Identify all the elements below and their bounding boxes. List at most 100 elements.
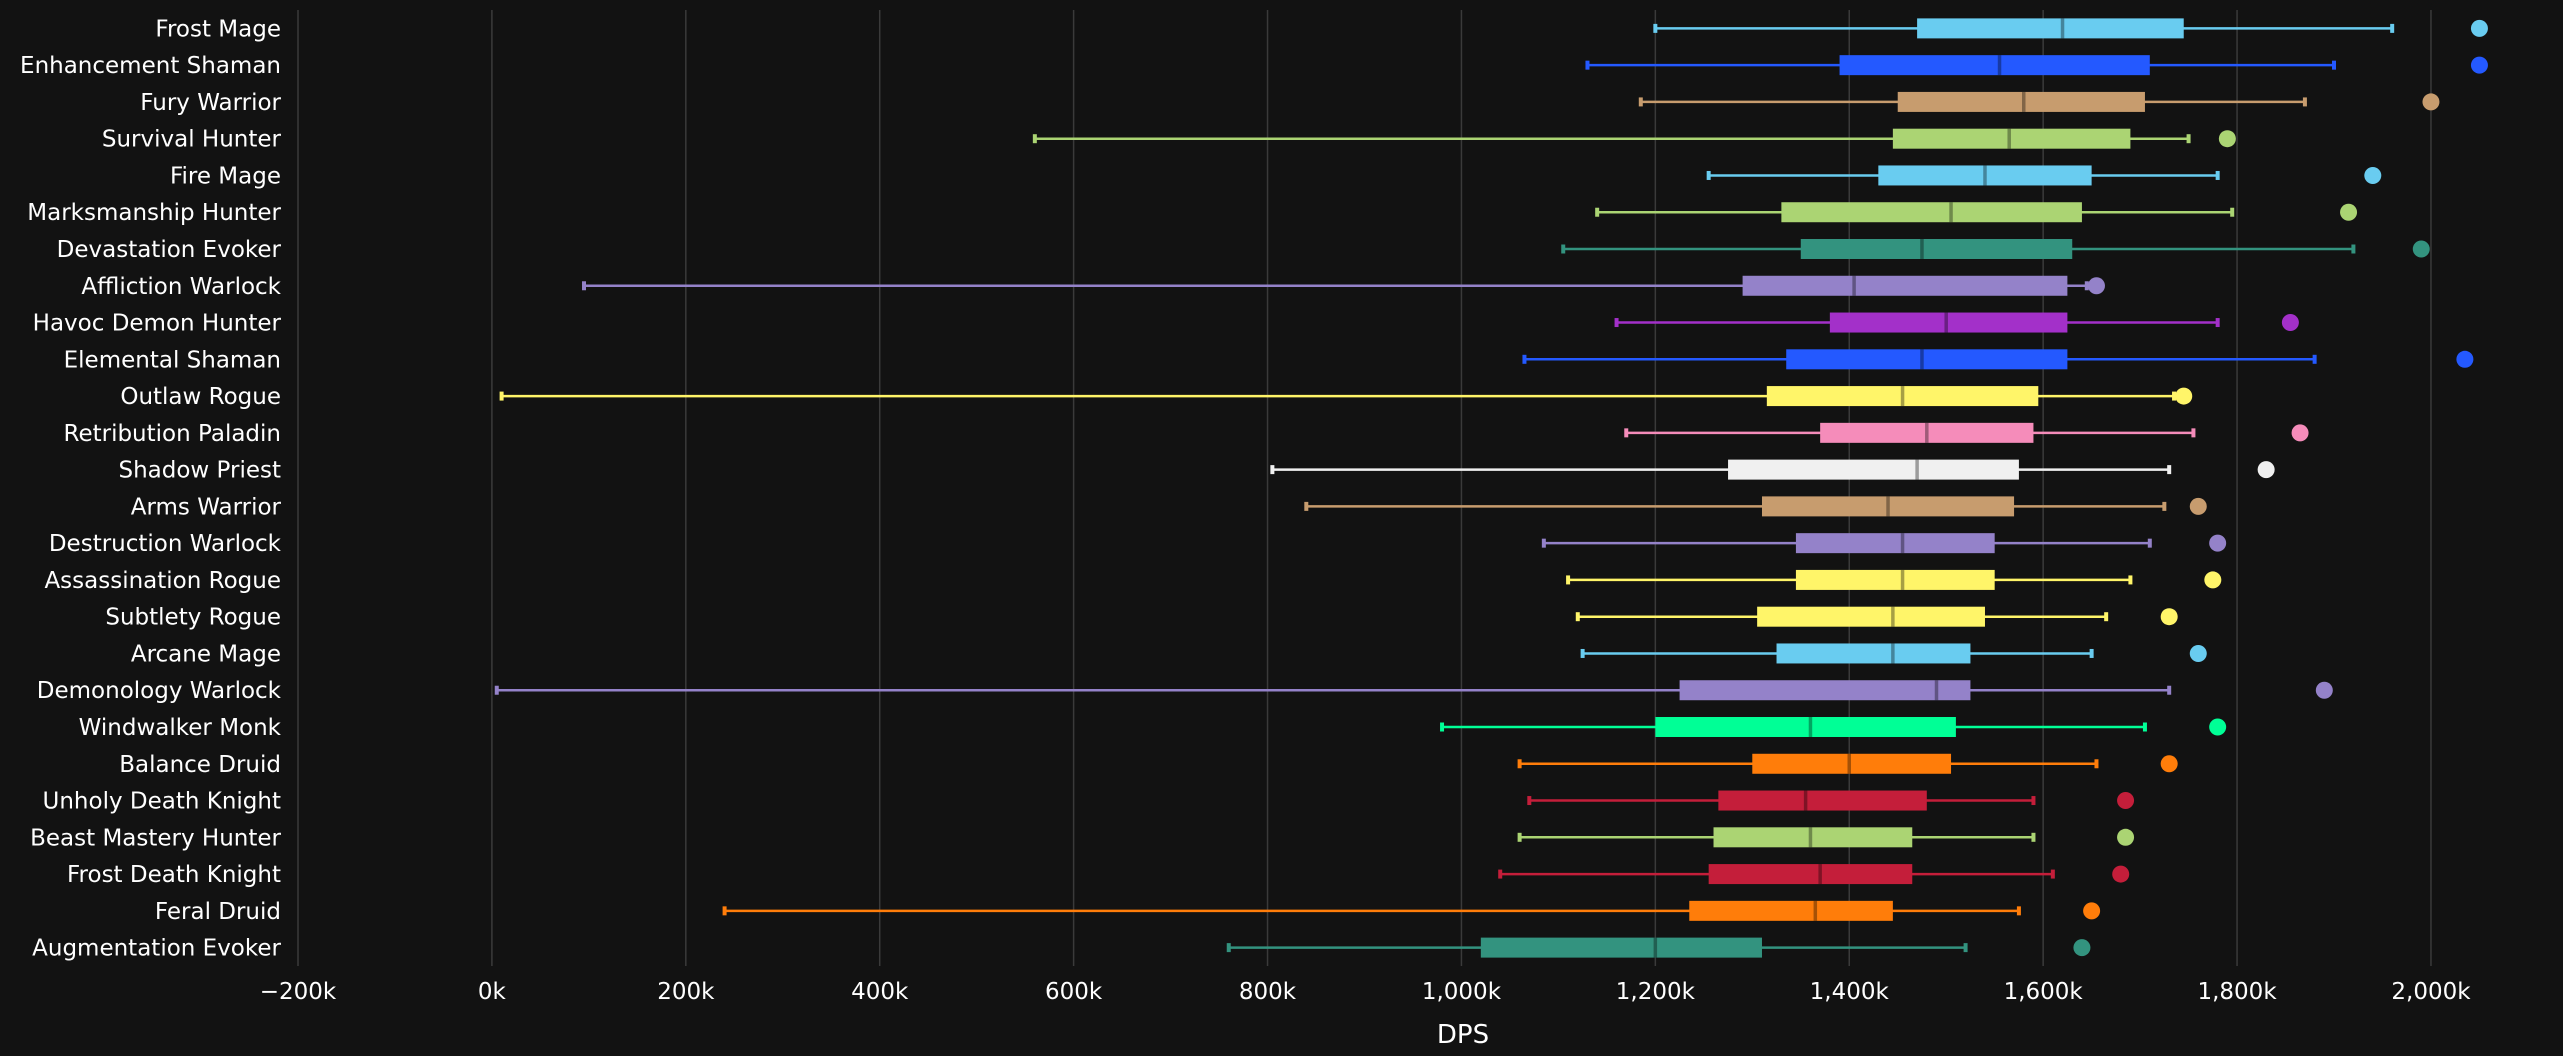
category-label: Retribution Paladin (64, 421, 282, 447)
category-label: Affliction Warlock (81, 274, 281, 300)
category-labels: Frost Mage Enhancement Shaman Fury Warrior… (20, 16, 282, 961)
category-label: Subtlety Rogue (105, 605, 281, 631)
iqr-box (1689, 900, 1893, 921)
iqr-box (1752, 753, 1952, 774)
outlier-point (2470, 56, 2488, 74)
category-label: Balance Druid (119, 752, 281, 778)
outlier-point (2175, 387, 2193, 405)
x-tick-label: 1,400k (1810, 979, 1890, 1005)
category-label: Fire Mage (170, 163, 281, 189)
outlier-point (2257, 461, 2275, 479)
category-label: Survival Hunter (102, 127, 282, 153)
iqr-box (1892, 128, 2131, 149)
box-group (1498, 864, 2130, 885)
iqr-box (1655, 717, 1956, 737)
category-label: Arcane Mage (131, 641, 281, 667)
box-group (1595, 202, 2358, 223)
category-label: Augmentation Evoker (32, 936, 281, 962)
x-tick-label: 0k (478, 979, 507, 1005)
outlier-point (2112, 865, 2130, 883)
x-tick-label: 1,200k (1616, 979, 1696, 1005)
outlier-point (2456, 350, 2474, 368)
iqr-box (1776, 643, 1971, 664)
iqr-box (1795, 533, 1995, 554)
outlier-point (2218, 130, 2236, 148)
iqr-box (1728, 459, 2019, 480)
x-tick-label: 200k (657, 979, 715, 1005)
iqr-box (1839, 55, 2150, 76)
outlier-point (2340, 203, 2358, 221)
outlier-point (2160, 755, 2178, 773)
grid-lines (297, 10, 2432, 966)
category-label: Beast Mastery Hunter (30, 825, 281, 851)
box-group (1517, 827, 2135, 848)
box-group (1585, 55, 2488, 76)
outlier-point (2364, 166, 2382, 184)
iqr-box (1708, 864, 1913, 885)
outlier-point (2160, 608, 2178, 626)
box-group (1580, 643, 2207, 664)
iqr-box (1781, 202, 2082, 223)
outlier-point (2291, 424, 2309, 442)
outlier-point (2209, 534, 2227, 552)
box-group (1270, 459, 2275, 480)
category-label: Frost Death Knight (67, 862, 281, 888)
outlier-point (2422, 93, 2440, 111)
box-group (1440, 717, 2227, 737)
iqr-box (1878, 165, 2092, 186)
outlier-point (2117, 828, 2135, 846)
box-group (1706, 165, 2382, 186)
iqr-box (1820, 422, 2034, 443)
box-group (1614, 312, 2299, 333)
iqr-box (1757, 606, 1985, 627)
category-label: Frost Mage (155, 16, 281, 42)
iqr-box (1800, 239, 2073, 259)
x-tick-label: 800k (1239, 979, 1297, 1005)
outlier-point (2087, 277, 2105, 295)
box-group (1032, 128, 2236, 149)
outlier-point (2470, 19, 2488, 37)
box-group (1304, 496, 2207, 517)
iqr-box (1679, 680, 1971, 701)
category-label: Demonology Warlock (37, 678, 282, 704)
box-group (1527, 790, 2135, 811)
outlier-point (2117, 792, 2135, 810)
x-axis-ticks: −200k 0k 200k 400k 600k 800k 1,000k 1,200k 1,400… (260, 979, 2471, 1005)
box-group (1522, 349, 2474, 370)
box-group (1566, 569, 2222, 590)
iqr-box (1897, 91, 2145, 112)
category-label: Feral Druid (155, 899, 281, 925)
iqr-box (1917, 18, 2184, 39)
box-group (1575, 606, 2178, 627)
category-label: Devastation Evoker (57, 237, 282, 263)
category-label: Outlaw Rogue (120, 384, 281, 410)
category-label: Marksmanship Hunter (27, 200, 281, 226)
iqr-box (1742, 275, 2068, 296)
x-tick-label: −200k (260, 979, 337, 1005)
box-series (494, 18, 2488, 958)
box-group (722, 900, 2101, 921)
x-axis-title: DPS (1437, 1020, 1489, 1050)
category-label: Havoc Demon Hunter (33, 311, 282, 337)
box-group (1624, 422, 2309, 443)
box-group (494, 680, 2333, 701)
category-label: Elemental Shaman (64, 347, 281, 373)
outlier-point (2189, 644, 2207, 662)
box-group (499, 386, 2193, 407)
category-label: Arms Warrior (131, 494, 282, 520)
category-label: Fury Warrior (140, 90, 281, 116)
x-tick-label: 2,000k (2391, 979, 2471, 1005)
iqr-box (1718, 790, 1927, 811)
category-label: Unholy Death Knight (43, 789, 281, 815)
box-group (1541, 533, 2227, 554)
iqr-box (1795, 569, 1995, 590)
x-tick-label: 1,000k (1422, 979, 1502, 1005)
x-tick-label: 1,800k (2197, 979, 2277, 1005)
box-group (1561, 239, 2430, 259)
outlier-point (2073, 939, 2091, 957)
outlier-point (2204, 571, 2222, 589)
category-label: Shadow Priest (118, 458, 281, 484)
outlier-point (2189, 497, 2207, 515)
